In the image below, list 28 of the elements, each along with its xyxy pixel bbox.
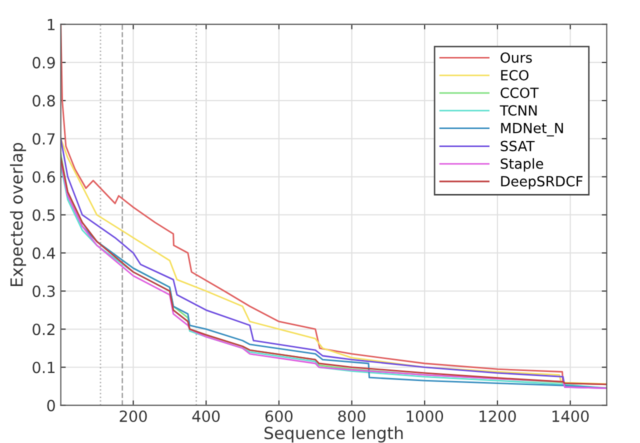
x-tick-label: 1200	[480, 410, 516, 422]
x-tick-label: 1000	[406, 410, 444, 422]
y-tick-label: 0.6	[32, 171, 55, 183]
y-tick-label: 0.3	[32, 286, 55, 298]
legend-label: TCNN	[500, 105, 537, 116]
legend-label: MDNet_N	[501, 122, 563, 136]
y-tick-label: 0.1	[32, 362, 55, 374]
legend-label: ECO	[501, 70, 528, 80]
y-tick-label: 0.7	[32, 133, 55, 145]
x-tick-label: 1400	[552, 410, 589, 422]
y-tick-label: 0	[47, 400, 55, 412]
y-axis-title: Expected overlap	[10, 142, 26, 286]
x-tick-label: 400	[192, 410, 220, 422]
legend-label: CCOT	[500, 88, 539, 98]
y-tick-label: 0.9	[32, 56, 55, 68]
y-tick-label: 0.5	[32, 209, 55, 221]
y-tick-label: 0.2	[32, 324, 54, 336]
legend-label: Staple	[500, 158, 544, 172]
y-tick-label: 0.8	[32, 95, 55, 107]
y-tick-label: 1	[48, 19, 55, 30]
x-tick-label: 800	[338, 410, 366, 422]
legend-label: Ours	[500, 52, 532, 63]
x-tick-label: 600	[265, 410, 293, 422]
x-tick-label: 200	[120, 410, 147, 422]
legend-label: SSAT	[500, 140, 535, 152]
legend-label: DeepSRDCF	[501, 176, 582, 190]
y-tick-label: 0.4	[32, 247, 56, 259]
x-axis-title: Sequence length	[264, 426, 403, 443]
